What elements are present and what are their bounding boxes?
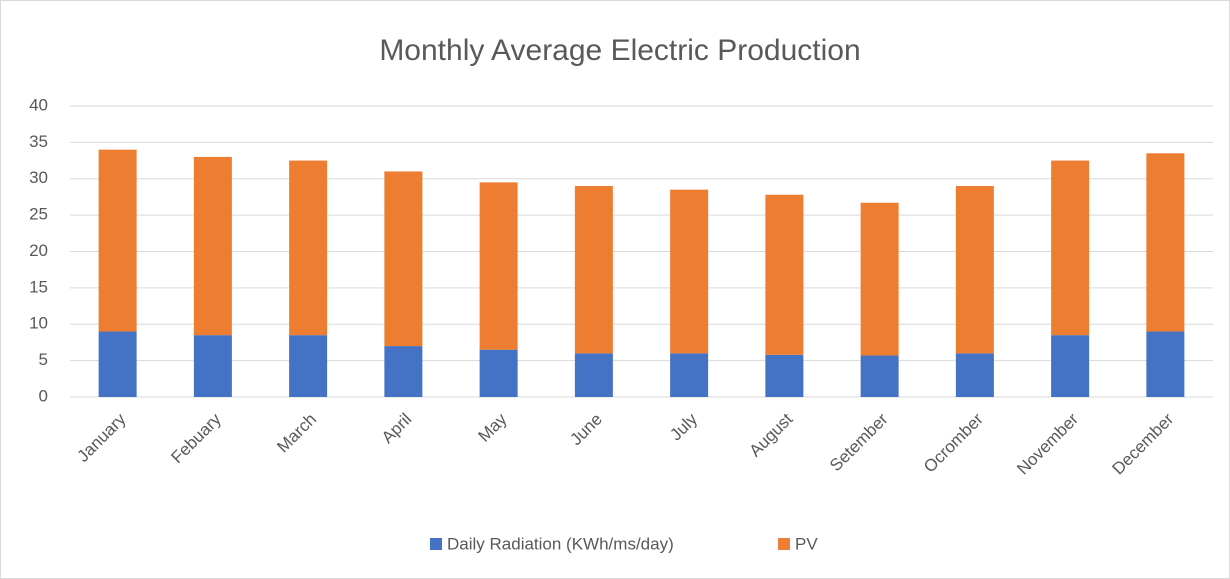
bar-segment: [574, 353, 613, 397]
y-tick-label: 35: [29, 132, 48, 151]
bar-segment: [1146, 331, 1185, 397]
legend-label: Daily Radiation (KWh/ms/day): [447, 534, 674, 553]
y-tick-label: 40: [29, 95, 48, 114]
bar-segment: [193, 335, 232, 397]
y-tick-label: 20: [29, 241, 48, 260]
bar-segment: [670, 189, 709, 354]
bar-segment: [289, 160, 328, 336]
bar-segment: [860, 202, 899, 356]
bar-segment: [860, 355, 899, 397]
bar-segment: [955, 353, 994, 397]
bar-segment: [479, 349, 518, 397]
bar-segment: [384, 346, 423, 397]
bar-segment: [1051, 160, 1090, 336]
y-tick-label: 30: [29, 168, 48, 187]
y-tick-label: 0: [39, 386, 48, 405]
bar-segment: [765, 194, 804, 355]
y-tick-label: 5: [39, 350, 48, 369]
bar-segment: [193, 156, 232, 336]
chart-title: Monthly Average Electric Production: [379, 34, 860, 67]
y-tick-label: 25: [29, 205, 48, 224]
y-tick-label: 15: [29, 277, 48, 296]
bar-segment: [765, 354, 804, 397]
legend-label: PV: [795, 534, 818, 553]
bar-segment: [98, 331, 137, 397]
bar-segment: [1146, 153, 1185, 332]
bar-segment: [670, 353, 709, 397]
legend-swatch: [778, 538, 790, 550]
bar-segment: [574, 186, 613, 354]
bar-segment: [955, 186, 994, 354]
bar-segment: [479, 182, 518, 350]
bar-segment: [289, 335, 328, 397]
legend-swatch: [430, 538, 442, 550]
bar-segment: [384, 171, 423, 347]
bar-segment: [1051, 335, 1090, 397]
y-tick-label: 10: [29, 314, 48, 333]
bar-segment: [98, 149, 137, 332]
